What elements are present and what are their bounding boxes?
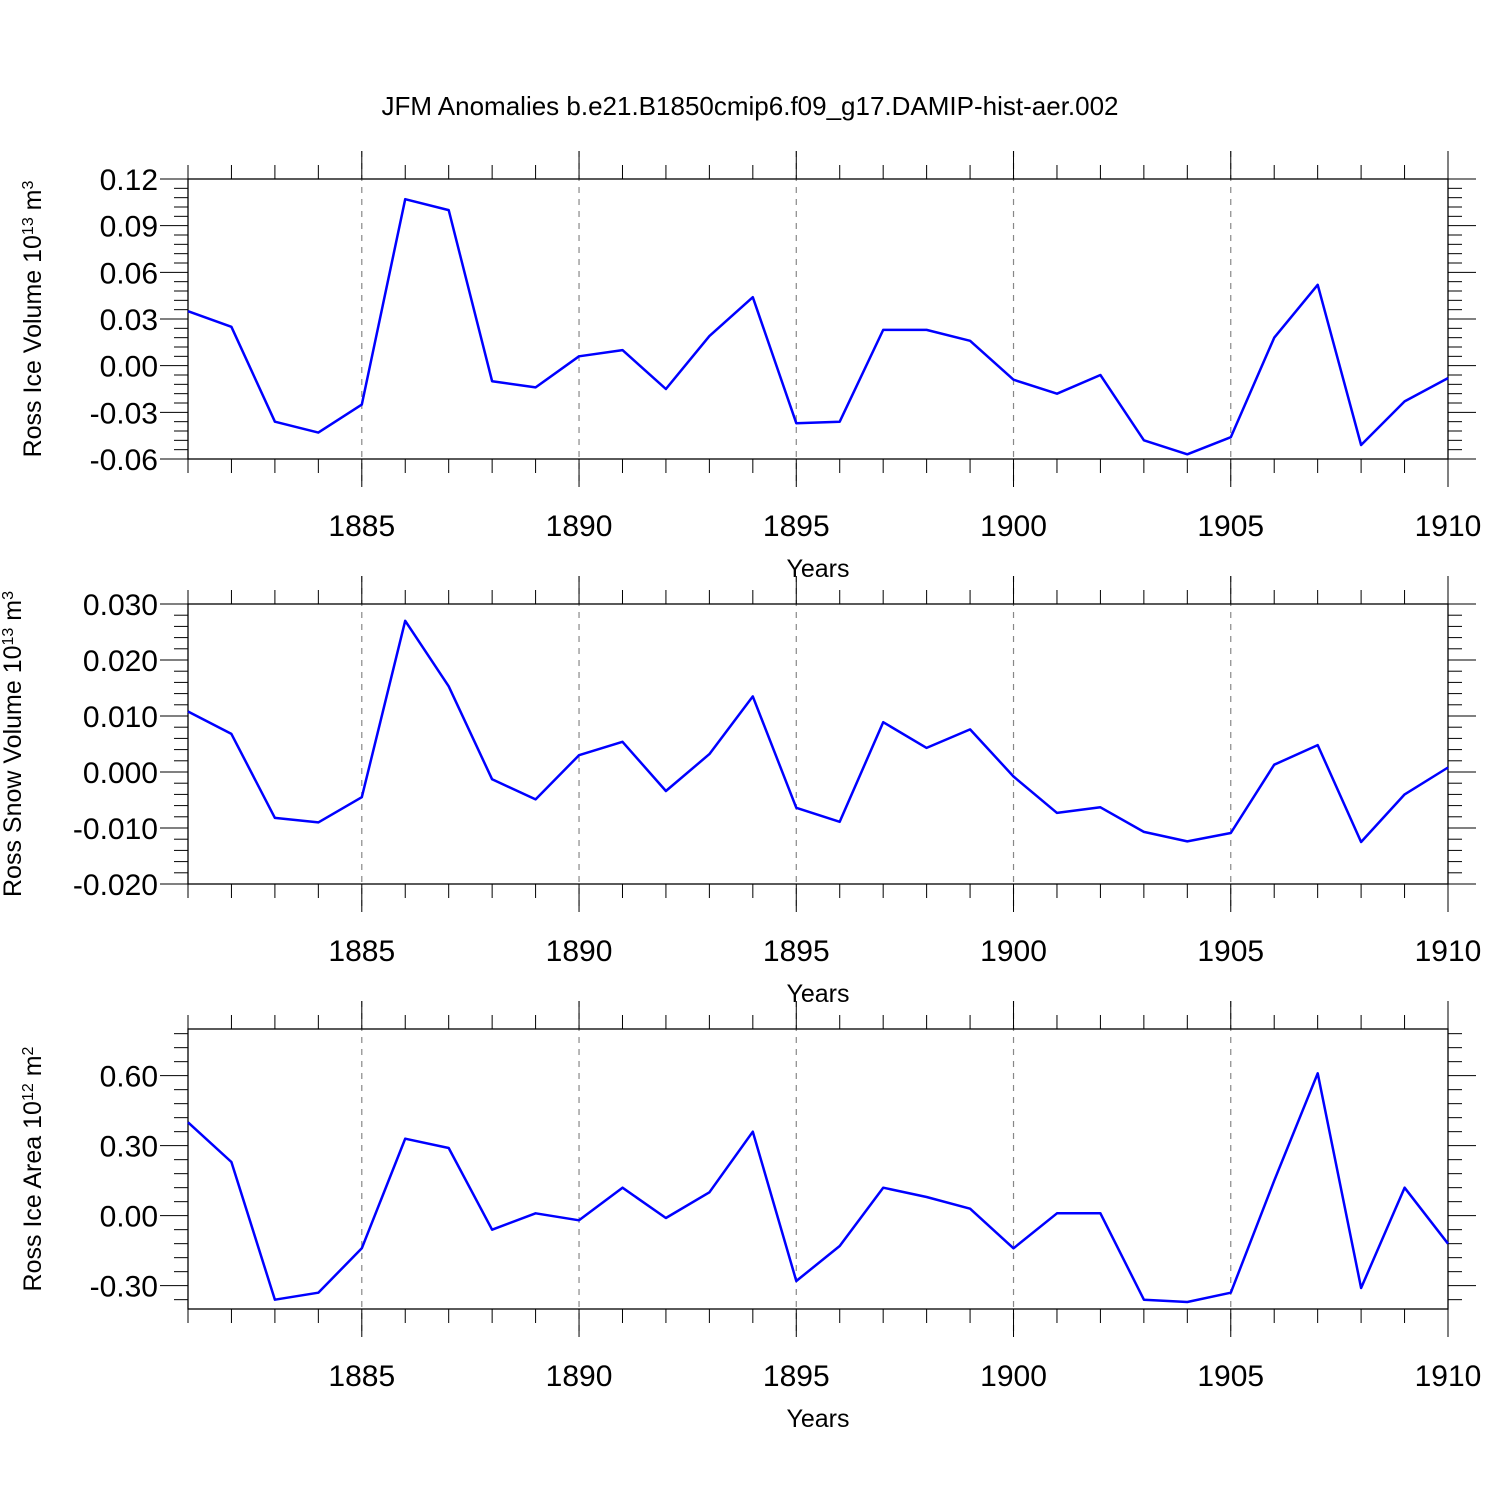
x-tick-label: 1895	[763, 510, 830, 543]
x-tick-label: 1885	[328, 510, 395, 543]
x-tick-label: 1900	[980, 510, 1047, 543]
x-tick-label: 1890	[546, 510, 613, 543]
y-axis-title-unit: m	[19, 1055, 47, 1083]
y-tick-label: 0.00	[100, 1201, 158, 1234]
y-tick-label: 0.30	[100, 1131, 158, 1164]
y-tick-label: -0.020	[73, 869, 158, 902]
y-tick-label: 0.010	[83, 701, 158, 734]
y-axis-title-unit: m	[19, 189, 47, 217]
x-tick-label: 1895	[763, 935, 830, 968]
y-axis-title-exponent: 12	[20, 1083, 37, 1101]
y-tick-label: 0.60	[100, 1061, 158, 1094]
x-tick-label: 1890	[546, 935, 613, 968]
x-axis-title: Years	[786, 555, 849, 583]
y-axis-title-text: Ross Ice Volume 10	[19, 235, 47, 457]
y-tick-label: 0.06	[100, 257, 158, 290]
y-axis-title: Ross Snow Volume 1013 m3	[0, 591, 27, 897]
plot-frame	[187, 1028, 1449, 1310]
y-axis-title-text: Ross Ice Area 10	[19, 1101, 47, 1291]
y-tick-label: 0.030	[83, 589, 158, 622]
panels: -0.06 -0.03 0.00 0.03 0.06 0.09 0.12 1885 1890 18…	[0, 151, 1481, 1433]
x-tick-label: 1895	[763, 1360, 830, 1393]
y-axis-title-unit-exponent: 2	[20, 1046, 37, 1055]
y-tick-label: -0.03	[90, 397, 158, 430]
chart-panel-2: -0.020 -0.010 0.000 0.010 0.020 0.030 1885 1890…	[0, 576, 1481, 1008]
y-tick-label: 0.03	[100, 304, 158, 337]
x-tick-label: 1910	[1415, 510, 1482, 543]
y-tick-label: -0.30	[90, 1271, 158, 1304]
y-tick-label: 0.020	[83, 645, 158, 678]
y-axis-title-unit: m	[0, 600, 27, 628]
plot-frame	[187, 178, 1449, 460]
x-tick-label: 1910	[1415, 935, 1482, 968]
x-tick-label: 1900	[980, 1360, 1047, 1393]
figure-title: JFM Anomalies b.e21.B1850cmip6.f09_g17.D…	[381, 91, 1118, 121]
y-axis-title: Ross Ice Volume 1013 m3	[19, 180, 47, 457]
x-tick-label: 1890	[546, 1360, 613, 1393]
series-line	[187, 197, 1449, 456]
y-tick-label: 0.12	[100, 164, 158, 197]
x-tick-label: 1885	[328, 1360, 395, 1393]
x-tick-label: 1905	[1197, 1360, 1264, 1393]
y-axis-title: Ross Ice Area 1012 m2	[19, 1046, 47, 1291]
y-axis-title-text: Ross Snow Volume 10	[0, 645, 27, 897]
chart-panel-3: -0.30 0.00 0.30 0.60 1885 1890 1895 1900 1905 191…	[19, 1001, 1481, 1433]
y-axis-title-unit-exponent: 3	[0, 591, 17, 600]
x-tick-label: 1900	[980, 935, 1047, 968]
x-tick-label: 1910	[1415, 1360, 1482, 1393]
series-line	[187, 619, 1449, 844]
series-line	[187, 1072, 1449, 1304]
x-axis-title: Years	[786, 1405, 849, 1433]
y-axis-title-unit-exponent: 3	[20, 180, 37, 189]
x-tick-label: 1885	[328, 935, 395, 968]
y-tick-label: -0.06	[90, 444, 158, 477]
plot-frame	[187, 603, 1449, 885]
y-axis-title-exponent: 13	[0, 628, 17, 646]
y-tick-label: -0.010	[73, 813, 158, 846]
y-axis-title-exponent: 13	[20, 217, 37, 235]
x-tick-label: 1905	[1197, 510, 1264, 543]
y-tick-label: 0.09	[100, 211, 158, 244]
y-tick-label: 0.000	[83, 757, 158, 790]
x-axis-title: Years	[786, 980, 849, 1008]
y-tick-label: 0.00	[100, 351, 158, 384]
x-tick-label: 1905	[1197, 935, 1264, 968]
chart-panel-1: -0.06 -0.03 0.00 0.03 0.06 0.09 0.12 1885 1890 18…	[19, 151, 1481, 583]
